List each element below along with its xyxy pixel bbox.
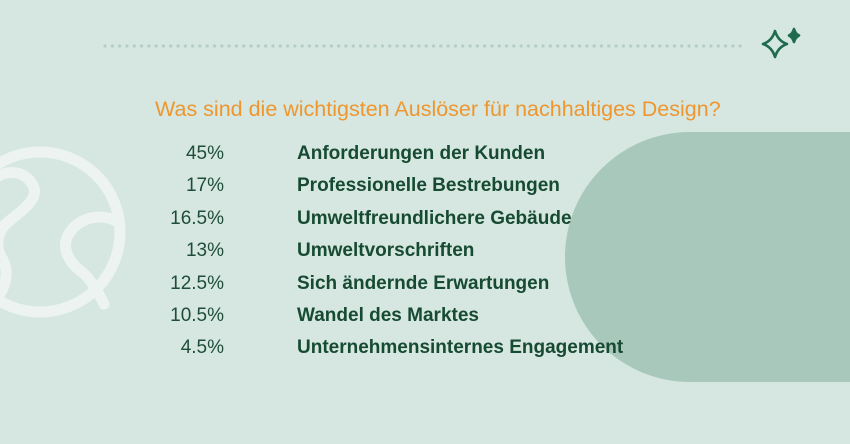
percentage-value: 13% bbox=[185, 240, 224, 262]
percentage-value: 17% bbox=[185, 175, 224, 197]
table-row: 4.5% Unternehmensinternes Engagement bbox=[0, 332, 850, 364]
category-label: Umweltfreundlichere Gebäude bbox=[297, 207, 572, 229]
background-blob bbox=[565, 132, 850, 382]
percentage-value: 12.5% bbox=[170, 272, 224, 294]
table-row: 10.5% Wandel des Marktes bbox=[0, 300, 850, 332]
percentage-value: 16.5% bbox=[170, 207, 224, 229]
percentage-value: 45% bbox=[185, 143, 224, 164]
category-label: Anforderungen der Kunden bbox=[297, 143, 546, 164]
table-row: 45% Anforderungen der Kunden bbox=[0, 138, 850, 170]
sparkle-icon bbox=[761, 27, 801, 59]
category-label: Unternehmensinternes Engagement bbox=[297, 337, 624, 359]
table-row: 17% Professionelle Bestrebungen bbox=[0, 170, 850, 202]
category-label: Umweltvorschriften bbox=[297, 240, 475, 262]
percentage-value: 10.5% bbox=[170, 305, 224, 326]
category-label: Wandel des Marktes bbox=[297, 305, 479, 326]
globe-icon bbox=[0, 146, 126, 318]
percentage-value: 4.5% bbox=[180, 337, 224, 359]
category-label: Sich ändernde Erwartungen bbox=[297, 272, 550, 294]
table-row: 12.5% Sich ändernde Erwartungen bbox=[0, 268, 850, 300]
category-label: Professionelle Bestrebungen bbox=[297, 175, 560, 197]
table-row: 16.5% Umweltfreundlichere Gebäude bbox=[0, 203, 850, 235]
chart-title: Was sind die wichtigsten Auslöser für na… bbox=[155, 97, 721, 121]
table-row: 13% Umweltvorschriften bbox=[0, 235, 850, 267]
